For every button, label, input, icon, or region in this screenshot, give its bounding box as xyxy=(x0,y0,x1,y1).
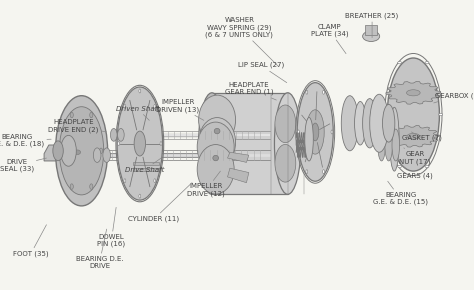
Ellipse shape xyxy=(305,117,313,161)
Ellipse shape xyxy=(59,107,104,195)
Ellipse shape xyxy=(384,113,388,116)
Polygon shape xyxy=(387,126,439,147)
Text: CLAMP
PLATE (34): CLAMP PLATE (34) xyxy=(310,24,348,54)
Ellipse shape xyxy=(60,148,64,154)
Ellipse shape xyxy=(90,184,93,189)
Ellipse shape xyxy=(323,170,325,174)
Text: FOOT (35): FOOT (35) xyxy=(13,225,49,257)
Polygon shape xyxy=(228,168,249,183)
Ellipse shape xyxy=(61,135,76,166)
Ellipse shape xyxy=(100,148,103,154)
Ellipse shape xyxy=(378,129,385,161)
Ellipse shape xyxy=(355,102,366,145)
Polygon shape xyxy=(228,152,249,162)
Ellipse shape xyxy=(407,90,420,96)
Ellipse shape xyxy=(385,129,392,161)
Ellipse shape xyxy=(306,110,324,154)
Ellipse shape xyxy=(124,179,126,183)
Ellipse shape xyxy=(110,128,117,141)
Polygon shape xyxy=(44,145,91,161)
Ellipse shape xyxy=(370,94,389,152)
Text: DRIVE
SEAL (33): DRIVE SEAL (33) xyxy=(0,158,46,172)
Ellipse shape xyxy=(407,133,419,139)
Ellipse shape xyxy=(297,83,333,181)
Ellipse shape xyxy=(93,148,101,162)
Ellipse shape xyxy=(311,123,319,141)
Text: Drive Shaft: Drive Shaft xyxy=(125,158,164,173)
Bar xyxy=(365,25,377,35)
Ellipse shape xyxy=(306,170,308,174)
Text: BEARING D.E.
DRIVE: BEARING D.E. DRIVE xyxy=(76,229,123,269)
Ellipse shape xyxy=(197,145,234,194)
Text: WASHER
WAVY SPRING (29)
(6 & 7 UNITS ONLY): WASHER WAVY SPRING (29) (6 & 7 UNITS ONL… xyxy=(205,17,279,67)
Ellipse shape xyxy=(398,61,401,64)
Bar xyxy=(133,168,159,171)
Ellipse shape xyxy=(274,93,301,194)
Ellipse shape xyxy=(118,128,124,141)
Ellipse shape xyxy=(398,165,401,168)
Ellipse shape xyxy=(154,179,155,183)
Ellipse shape xyxy=(90,112,93,118)
Text: IMPELLER
DRIVEN (13): IMPELLER DRIVEN (13) xyxy=(156,99,204,120)
Ellipse shape xyxy=(160,142,162,146)
Ellipse shape xyxy=(425,165,429,168)
Text: BEARING
G.E. & D.E. (18): BEARING G.E. & D.E. (18) xyxy=(0,134,51,147)
Text: BREATHER (25): BREATHER (25) xyxy=(346,13,399,38)
Text: GEARBOX (3): GEARBOX (3) xyxy=(434,93,474,103)
Ellipse shape xyxy=(154,104,155,108)
Ellipse shape xyxy=(199,117,236,167)
Ellipse shape xyxy=(118,142,119,146)
Bar xyxy=(133,162,159,165)
Ellipse shape xyxy=(213,155,219,161)
Ellipse shape xyxy=(363,99,377,148)
Text: IMPELLER
DRIVE (12): IMPELLER DRIVE (12) xyxy=(187,171,225,197)
Ellipse shape xyxy=(392,129,400,161)
Ellipse shape xyxy=(124,104,126,108)
Text: BEARING
G.E. & D.E. (15): BEARING G.E. & D.E. (15) xyxy=(373,181,428,205)
Ellipse shape xyxy=(363,31,380,41)
Ellipse shape xyxy=(199,93,225,194)
Ellipse shape xyxy=(383,104,395,142)
Ellipse shape xyxy=(275,144,296,182)
Ellipse shape xyxy=(390,107,399,171)
Ellipse shape xyxy=(139,89,141,93)
Ellipse shape xyxy=(55,96,108,206)
Ellipse shape xyxy=(70,184,73,189)
Ellipse shape xyxy=(439,113,443,116)
Ellipse shape xyxy=(387,58,439,171)
Ellipse shape xyxy=(306,90,308,94)
Ellipse shape xyxy=(199,95,236,145)
Ellipse shape xyxy=(425,61,429,64)
Text: Driven Shaft: Driven Shaft xyxy=(116,106,159,120)
Ellipse shape xyxy=(57,150,64,155)
Ellipse shape xyxy=(117,87,163,200)
Ellipse shape xyxy=(197,122,234,171)
Ellipse shape xyxy=(298,130,300,134)
Ellipse shape xyxy=(53,141,64,161)
Ellipse shape xyxy=(139,194,141,198)
Ellipse shape xyxy=(341,96,358,151)
Text: CYLINDER (11): CYLINDER (11) xyxy=(128,183,192,222)
Ellipse shape xyxy=(70,112,73,118)
Ellipse shape xyxy=(323,90,325,94)
Text: HEADPLATE
GEAR END (1): HEADPLATE GEAR END (1) xyxy=(225,82,276,100)
Text: DOWEL
PIN (16): DOWEL PIN (16) xyxy=(97,207,126,247)
Ellipse shape xyxy=(331,130,333,134)
Text: LIP SEAL (27): LIP SEAL (27) xyxy=(237,62,287,83)
Bar xyxy=(212,93,288,194)
Text: GEARS (4): GEARS (4) xyxy=(397,165,433,179)
Ellipse shape xyxy=(214,128,220,134)
Ellipse shape xyxy=(275,105,296,143)
Text: GEAR
NUT (17): GEAR NUT (17) xyxy=(399,148,430,165)
Ellipse shape xyxy=(103,148,110,162)
Ellipse shape xyxy=(74,150,81,155)
Text: GASKET (7): GASKET (7) xyxy=(402,132,442,141)
Polygon shape xyxy=(386,81,441,104)
Text: HEADPLATE
DRIVE END (2): HEADPLATE DRIVE END (2) xyxy=(48,119,107,133)
Ellipse shape xyxy=(134,131,146,156)
